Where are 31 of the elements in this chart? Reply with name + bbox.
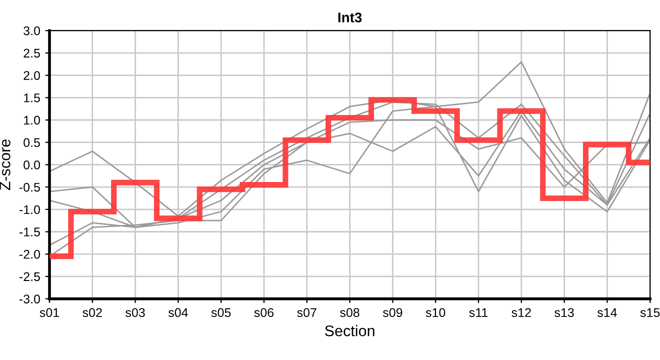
y-tick-label: -2.5 [19, 272, 40, 282]
x-tick-label: s03 [126, 308, 145, 318]
y-tick-label: 2.5 [24, 48, 40, 58]
x-tick-label: s04 [168, 308, 188, 318]
y-tick-label: 1.5 [24, 94, 40, 102]
y-tick-label: 0.0 [24, 160, 40, 170]
x-tick-label: s02 [82, 308, 102, 318]
x-tick-label: s06 [254, 308, 274, 318]
x-tick-label: s09 [382, 308, 402, 318]
x-tick-label: s11 [469, 308, 488, 318]
x-tick-label: s07 [297, 308, 316, 318]
x-tick-label: s12 [512, 308, 531, 318]
x-tick-label: s15 [640, 308, 660, 318]
chart-title: Int3 [338, 12, 362, 22]
x-tick-label: s05 [211, 308, 231, 318]
y-tick-label: -2.0 [19, 250, 40, 259]
y-tick-label: -1.5 [19, 228, 40, 236]
x-axis-title: Section [325, 325, 374, 336]
y-tick-label: -1.0 [19, 205, 40, 214]
x-tick-label: s08 [340, 308, 360, 318]
y-axis-title: Z-score [0, 139, 10, 190]
x-tick-label: s10 [426, 308, 446, 318]
x-tick-label: s13 [554, 308, 574, 318]
y-tick-label: 1.0 [24, 116, 40, 125]
y-tick-label: 3.0 [24, 26, 40, 36]
x-tick-label: s01 [40, 308, 59, 318]
y-tick-label: -0.5 [19, 182, 40, 192]
x-tick-label: s14 [597, 308, 617, 318]
y-tick-label: 2.0 [24, 71, 40, 80]
y-tick-label: -3.0 [19, 294, 40, 304]
y-tick-label: 0.5 [24, 138, 40, 147]
